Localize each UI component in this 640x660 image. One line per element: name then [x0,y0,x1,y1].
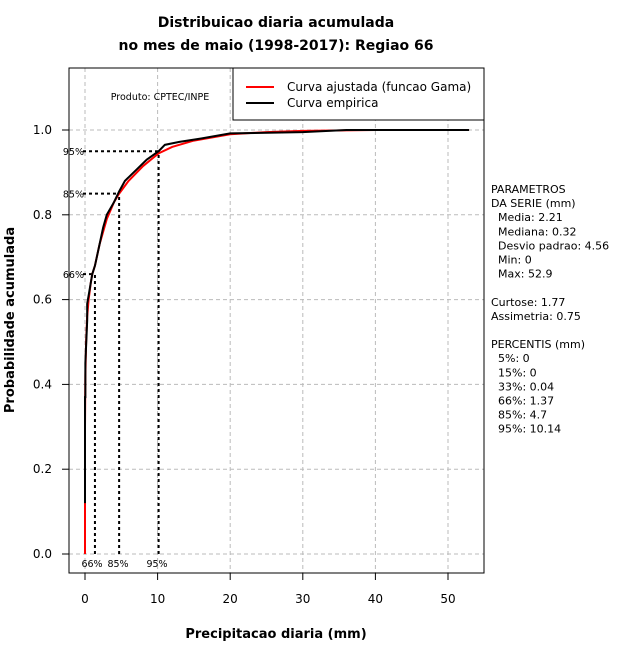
y-tick-label: 0.6 [33,293,52,307]
x-tick-label: 40 [368,592,383,606]
legend-box [232,67,485,121]
legend-label: Curva ajustada (funcao Gama) [287,80,471,94]
stats-line: PARAMETROS [491,183,566,196]
stats-line: 95%: 10.14 [498,423,561,436]
stats-line: Curtose: 1.77 [491,296,565,309]
x-tick-label: 10 [150,592,165,606]
y-tick-label: 1.0 [33,123,52,137]
percentile-y-label: 66% [63,270,84,281]
stats-line: PERCENTIS (mm) [491,338,585,351]
percentile-y-label: 85% [63,190,84,201]
y-tick-label: 0.4 [33,377,52,391]
stats-line: 66%: 1.37 [498,395,554,408]
percentile-x-label: 95% [146,559,167,570]
plot-frame [68,67,485,574]
stats-line: Desvio padrao: 4.56 [498,239,609,252]
x-tick-label: 30 [295,592,310,606]
stats-line: Min: 0 [498,254,532,267]
x-tick-label: 20 [223,592,238,606]
chart-title-line2: no mes de maio (1998-2017): Regiao 66 [119,38,434,54]
stats-line: Mediana: 0.32 [498,225,576,238]
stats-line: 5%: 0 [498,352,530,365]
x-tick-label: 50 [440,592,455,606]
stats-line: Assimetria: 0.75 [491,310,581,323]
chart-title-line1: Distribuicao diaria acumulada [158,15,394,31]
fitted-gamma-curve [84,129,470,554]
stats-line: 33%: 0.04 [498,380,554,393]
y-tick-label: 0.0 [33,547,52,561]
y-tick-label: 0.2 [33,462,52,476]
product-label: Produto: CPTEC/INPE [111,92,210,103]
stats-line: Max: 52.9 [498,268,552,281]
empirical-curve [84,129,470,504]
y-axis-label: Probabilidade acumulada [3,227,18,413]
percentile-x-label: 85% [107,559,128,570]
x-axis-label: Precipitacao diaria (mm) [185,627,366,642]
stats-line: 15%: 0 [498,366,537,379]
stats-line: DA SERIE (mm) [491,197,576,210]
stats-line: Media: 2.21 [498,211,563,224]
percentile-x-label: 66% [81,559,102,570]
stats-line: 85%: 4.7 [498,409,547,422]
legend-label: Curva empirica [287,96,378,110]
y-tick-label: 0.8 [33,208,52,222]
percentile-y-label: 95% [63,147,84,158]
x-tick-label: 0 [81,592,89,606]
